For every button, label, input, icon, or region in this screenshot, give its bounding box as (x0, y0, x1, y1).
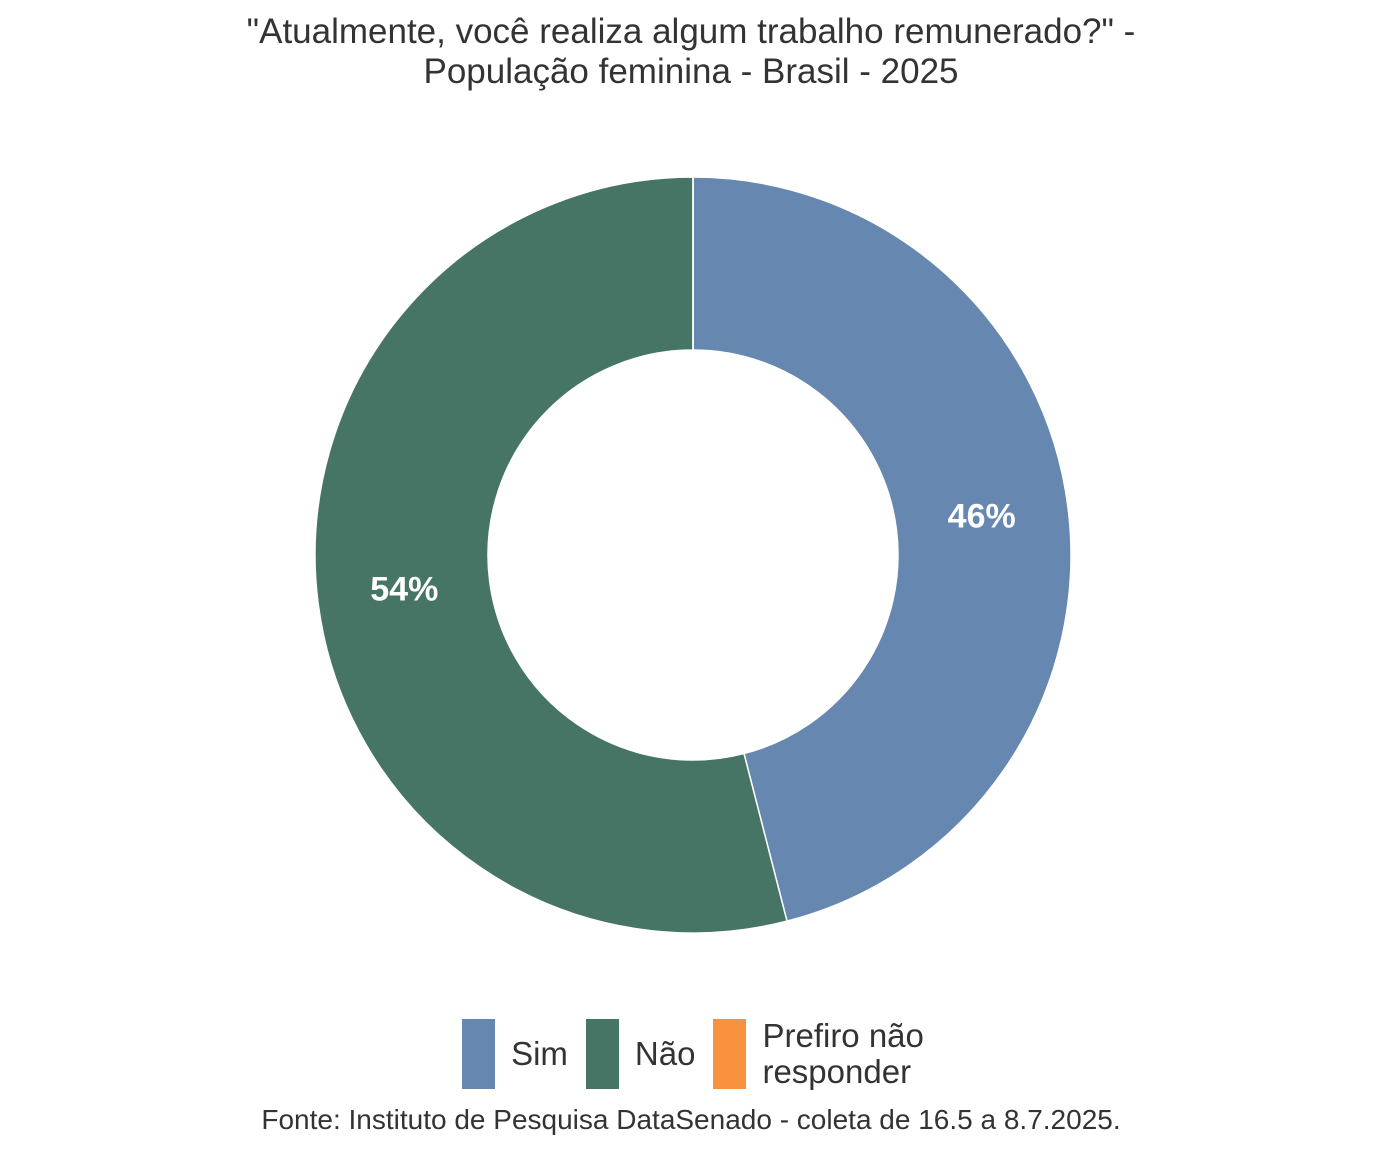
legend-label: Não (634, 1035, 696, 1072)
legend-swatch (713, 1019, 747, 1089)
legend-swatch (585, 1019, 619, 1089)
donut-slice (314, 176, 788, 934)
chart-title: "Atualmente, você realiza algum trabalho… (246, 12, 1136, 91)
legend-swatch (462, 1019, 496, 1089)
donut-slice (692, 176, 1072, 923)
legend-label: Prefiro não responder (762, 1017, 924, 1090)
legend-item: Prefiro não responder (713, 1017, 924, 1090)
legend-item: Sim (462, 1019, 568, 1089)
legend: Sim Não Prefiro não responder (0, 1018, 1382, 1090)
data-label: 46% (948, 498, 1016, 536)
data-label: 54% (370, 570, 438, 608)
source-note: Fonte: Instituto de Pesquisa DataSenado … (261, 1104, 1121, 1135)
legend-label: Sim (511, 1035, 568, 1072)
legend-item: Não (585, 1019, 696, 1089)
